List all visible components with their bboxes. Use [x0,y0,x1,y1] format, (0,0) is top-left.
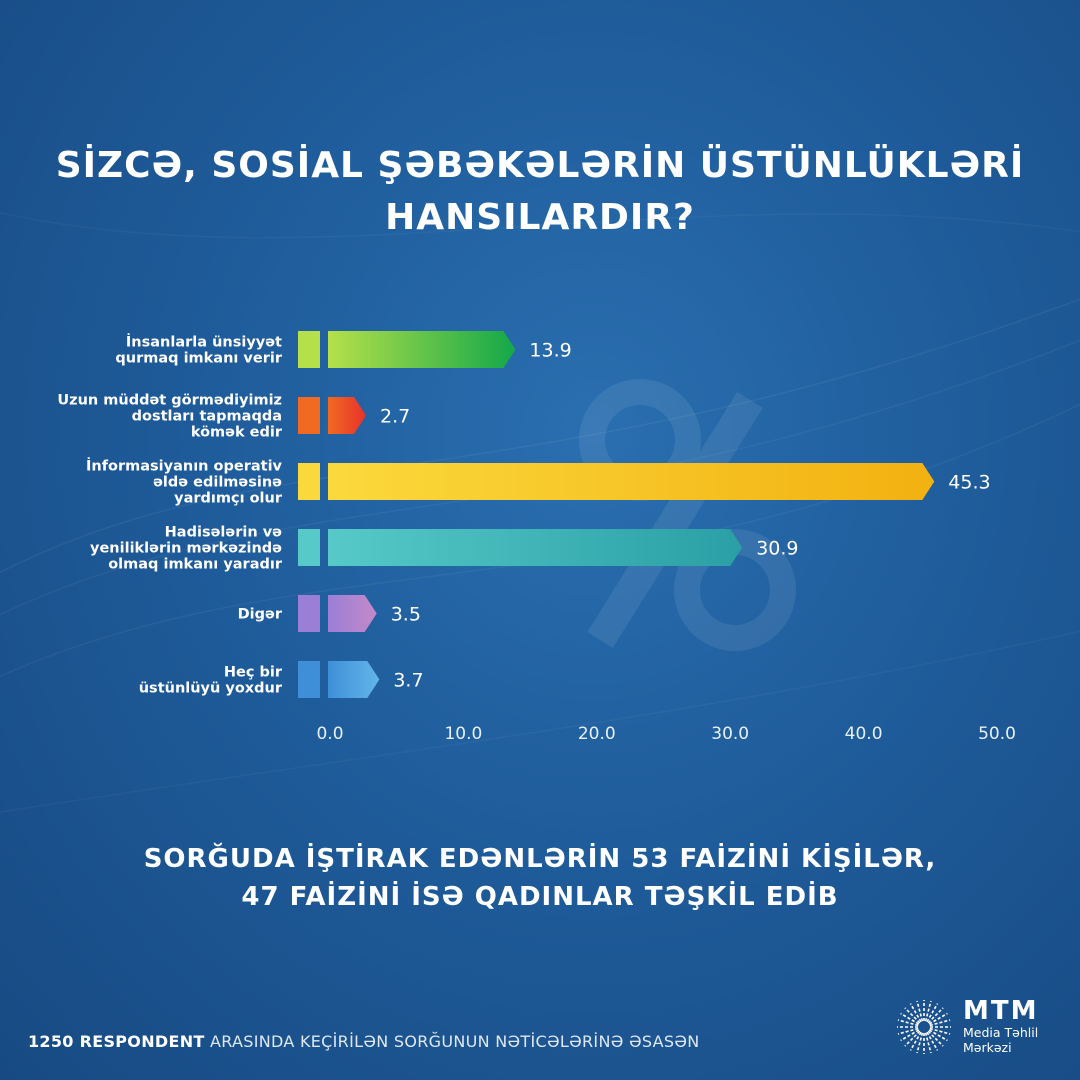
bar-stub [298,661,320,698]
logo-ray [897,1019,919,1027]
logo-ray [916,1000,924,1022]
logo-ray [904,1007,921,1024]
bar [328,529,743,566]
category-label: yeniliklərin mərkəzində [90,541,282,557]
logo-name-line1: Media Təhlil [963,1025,1039,1040]
logo-ray [916,1032,924,1054]
logo-ray [929,1027,951,1035]
logo-ray [926,1003,939,1023]
x-tick-label: 0.0 [316,724,343,744]
bar [328,397,367,434]
bar [328,331,516,368]
bar [328,661,380,698]
x-tick-label: 40.0 [845,724,883,744]
logo-ray [928,1029,948,1042]
category-label: olmaq imkanı yaradır [108,557,283,573]
logo-ray [909,1031,922,1051]
data-label: 30.9 [756,538,798,560]
x-tick-label: 30.0 [711,724,749,744]
logo-abbreviation: MTM [963,996,1039,1026]
data-label: 3.7 [393,670,423,692]
x-tick-label: 50.0 [978,724,1016,744]
logo-ray [926,1031,939,1051]
category-label: Hadisələrin və [165,525,282,541]
logo-ray [900,1012,920,1025]
logo-ray [928,1012,948,1025]
footer-note: 1250 RESPONDENT ARASINDA KEÇİRİLƏN SORĞU… [28,1032,700,1051]
category-label: kömək edir [191,425,283,441]
logo-ray [924,1032,932,1054]
chart-title: SİZCƏ, SOSİAL ŞƏBƏKƏLƏRİN ÜSTÜNLÜKLƏRİ H… [56,140,1025,244]
logo-ray [927,1007,944,1024]
data-label: 2.7 [380,406,410,428]
category-label: dostları tapmaqda [132,409,282,425]
logo-mark-icon [897,1000,951,1054]
category-label: Uzun müddət görmədiyimiz [57,393,282,409]
chart-title-line1: SİZCƏ, SOSİAL ŞƏBƏKƏLƏRİN ÜSTÜNLÜKLƏRİ [55,145,1025,186]
bar [328,463,935,500]
bar [328,595,377,632]
category-label: əldə edilməsinə [153,475,282,491]
data-label: 3.5 [391,604,421,626]
subtitle-line2: 47 FAİZİNİ İSƏ QADINLAR TƏŞKİL EDİB [241,882,839,912]
data-label: 13.9 [529,340,571,362]
logo-ray [900,1029,920,1042]
bar-stub [298,331,320,368]
category-label: üstünlüyü yoxdur [139,681,283,697]
category-label: İnsanlarla ünsiyyət [126,334,282,351]
chart-title-wrap: SİZCƏ, SOSİAL ŞƏBƏKƏLƏRİN ÜSTÜNLÜKLƏRİ H… [0,140,1080,244]
x-tick-label: 10.0 [444,724,482,744]
logo-ray [924,1000,932,1022]
logo-ray [909,1003,922,1023]
category-label: İnformasiyanın operativ [86,458,283,475]
x-tick-label: 20.0 [578,724,616,744]
logo-ray [897,1027,919,1035]
subtitle: SORĞUDA İŞTİRAK EDƏNLƏRİN 53 FAİZİNİ KİŞ… [144,840,937,916]
logo-name-line2: Mərkəzi [963,1040,1012,1055]
category-label: yardımçı olur [174,491,283,507]
mtm-logo: MTM Media Təhlil Mərkəzi [895,996,1065,1058]
logo-ray [929,1019,951,1027]
subtitle-line1: SORĞUDA İŞTİRAK EDƏNLƏRİN 53 FAİZİNİ KİŞ… [143,844,937,874]
bar-stub [298,463,320,500]
bar-stub [298,397,320,434]
data-label: 45.3 [948,472,990,494]
category-label: qurmaq imkanı verir [115,351,282,367]
logo-ray [904,1030,921,1047]
category-label: Heç bir [224,665,283,681]
bar-stub [298,595,320,632]
footer-source-text: ARASINDA KEÇİRİLƏN SORĞUNUN NƏTİCƏLƏRİNƏ… [210,1032,700,1051]
chart-title-line2: HANSILARDIR? [385,197,695,238]
footer-respondent-count: 1250 RESPONDENT [28,1032,205,1051]
logo-ray [927,1030,944,1047]
subtitle-wrap: SORĞUDA İŞTİRAK EDƏNLƏRİN 53 FAİZİNİ KİŞ… [0,840,1080,916]
category-label: Digər [238,607,283,623]
bar-stub [298,529,320,566]
